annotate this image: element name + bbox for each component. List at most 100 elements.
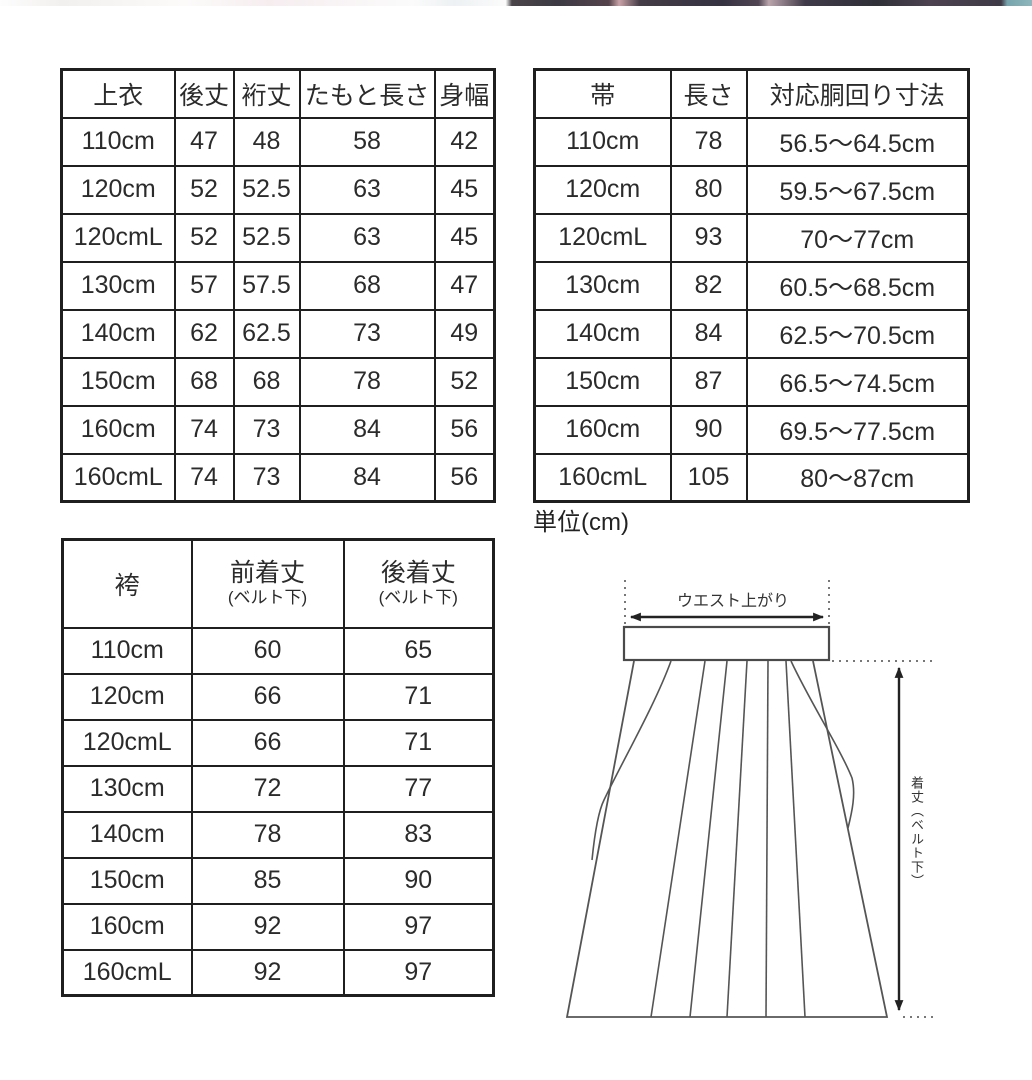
table-row: 140cm 84 62.5〜70.5cm <box>533 308 970 359</box>
table-row: 110cm 47 48 58 42 <box>60 116 496 167</box>
unit-note: 単位(cm) <box>533 509 629 536</box>
row-size-label: 120cmL <box>60 212 176 263</box>
table-cell: 84 <box>669 308 748 359</box>
row-size-label: 160cm <box>533 404 672 455</box>
table-cell: 60 <box>190 626 345 675</box>
pleat-line <box>689 660 728 1018</box>
pleat-line <box>765 660 769 1018</box>
column-header-sub: (ベルト下) <box>227 587 308 607</box>
column-header: 上衣 <box>60 68 176 119</box>
photo-edge-strip <box>0 0 1032 6</box>
table-cell: 84 <box>298 404 436 455</box>
row-size-label: 140cm <box>60 308 176 359</box>
row-size-label: 140cm <box>533 308 672 359</box>
row-size-label: 160cmL <box>60 452 176 503</box>
column-header: 裄丈 <box>232 68 301 119</box>
table-cell: 62.5 <box>232 308 301 359</box>
table-cell: 47 <box>433 260 496 311</box>
table-cell: 90 <box>342 856 495 905</box>
table-row: 120cmL 52 52.5 63 45 <box>60 212 496 263</box>
table-cell: 78 <box>669 116 748 167</box>
table-header-row: 帯 長さ 対応胴回り寸法 <box>533 68 970 119</box>
row-size-label: 120cm <box>533 164 672 215</box>
row-size-label: 150cm <box>533 356 672 407</box>
table-cell: 68 <box>298 260 436 311</box>
table-cell: 68 <box>232 356 301 407</box>
column-header-main: 前着丈 <box>229 558 305 587</box>
column-header: 前着丈 (ベルト下) <box>190 538 345 629</box>
table-cell: 97 <box>342 902 495 951</box>
side-slit-left <box>591 660 672 861</box>
table-cell: 63 <box>298 164 436 215</box>
table-cell: 66.5〜74.5cm <box>745 356 970 407</box>
column-header: 袴 <box>61 538 193 629</box>
table-cell: 85 <box>190 856 345 905</box>
table-cell: 93 <box>669 212 748 263</box>
table-cell: 56 <box>433 452 496 503</box>
table-cell: 92 <box>190 902 345 951</box>
row-size-label: 160cmL <box>61 948 193 997</box>
table-cell: 74 <box>173 404 235 455</box>
table-row: 110cm 60 65 <box>61 626 495 675</box>
table-cell: 77 <box>342 764 495 813</box>
table-cell: 49 <box>433 308 496 359</box>
table-cell: 73 <box>232 404 301 455</box>
table-cell: 70〜77cm <box>745 212 970 263</box>
column-header-main: 後着丈 <box>380 558 456 587</box>
column-header: 対応胴回り寸法 <box>745 68 970 119</box>
table-row: 120cm 80 59.5〜67.5cm <box>533 164 970 215</box>
waistband <box>622 625 831 662</box>
table-cell: 52.5 <box>232 164 301 215</box>
table-header-row: 袴 前着丈 (ベルト下) 後着丈 (ベルト下) <box>61 538 495 629</box>
row-size-label: 120cmL <box>61 718 193 767</box>
row-size-label: 130cm <box>533 260 672 311</box>
row-size-label: 110cm <box>533 116 672 167</box>
skirt-outline <box>565 660 889 1018</box>
jacket-size-table: 上衣 後丈 裄丈 たもと長さ 身幅 110cm 47 48 58 42 120c… <box>60 68 496 503</box>
table-cell: 84 <box>298 452 436 503</box>
table-cell: 59.5〜67.5cm <box>745 164 970 215</box>
table-row: 120cm 52 52.5 63 45 <box>60 164 496 215</box>
table-cell: 52.5 <box>232 212 301 263</box>
table-cell: 47 <box>173 116 235 167</box>
table-cell: 57.5 <box>232 260 301 311</box>
table-cell: 57 <box>173 260 235 311</box>
row-size-label: 160cmL <box>533 452 672 503</box>
row-size-label: 120cmL <box>533 212 672 263</box>
table-cell: 52 <box>173 212 235 263</box>
row-size-label: 160cm <box>60 404 176 455</box>
pleat-line <box>726 660 748 1018</box>
column-header: たもと長さ <box>298 68 436 119</box>
table-cell: 78 <box>298 356 436 407</box>
table-row: 150cm 87 66.5〜74.5cm <box>533 356 970 407</box>
table-cell: 65 <box>342 626 495 675</box>
row-size-label: 130cm <box>61 764 193 813</box>
table-cell: 45 <box>433 212 496 263</box>
waist-width-label: ウエスト上がり <box>677 592 789 610</box>
row-size-label: 140cm <box>61 810 193 859</box>
table-row: 160cm 90 69.5〜77.5cm <box>533 404 970 455</box>
row-size-label: 160cm <box>61 902 193 951</box>
column-header: 長さ <box>669 68 748 119</box>
column-header: 後着丈 (ベルト下) <box>342 538 495 629</box>
table-cell: 74 <box>173 452 235 503</box>
table-row: 150cm 68 68 78 52 <box>60 356 496 407</box>
table-row: 130cm 72 77 <box>61 764 495 813</box>
column-header: 帯 <box>533 68 672 119</box>
table-row: 160cmL 74 73 84 56 <box>60 452 496 503</box>
row-size-label: 150cm <box>61 856 193 905</box>
table-cell: 48 <box>232 116 301 167</box>
table-row: 120cm 66 71 <box>61 672 495 721</box>
table-cell: 58 <box>298 116 436 167</box>
table-cell: 71 <box>342 718 495 767</box>
obi-size-table: 帯 長さ 対応胴回り寸法 110cm 78 56.5〜64.5cm 120cm … <box>533 68 970 503</box>
table-row: 140cm 62 62.5 73 49 <box>60 308 496 359</box>
table-cell: 60.5〜68.5cm <box>745 260 970 311</box>
skirt-length-label: 着丈（ベルト下） <box>909 776 924 888</box>
table-cell: 63 <box>298 212 436 263</box>
table-cell: 82 <box>669 260 748 311</box>
table-row: 160cm 74 73 84 56 <box>60 404 496 455</box>
table-cell: 62 <box>173 308 235 359</box>
table-row: 160cmL 105 80〜87cm <box>533 452 970 503</box>
